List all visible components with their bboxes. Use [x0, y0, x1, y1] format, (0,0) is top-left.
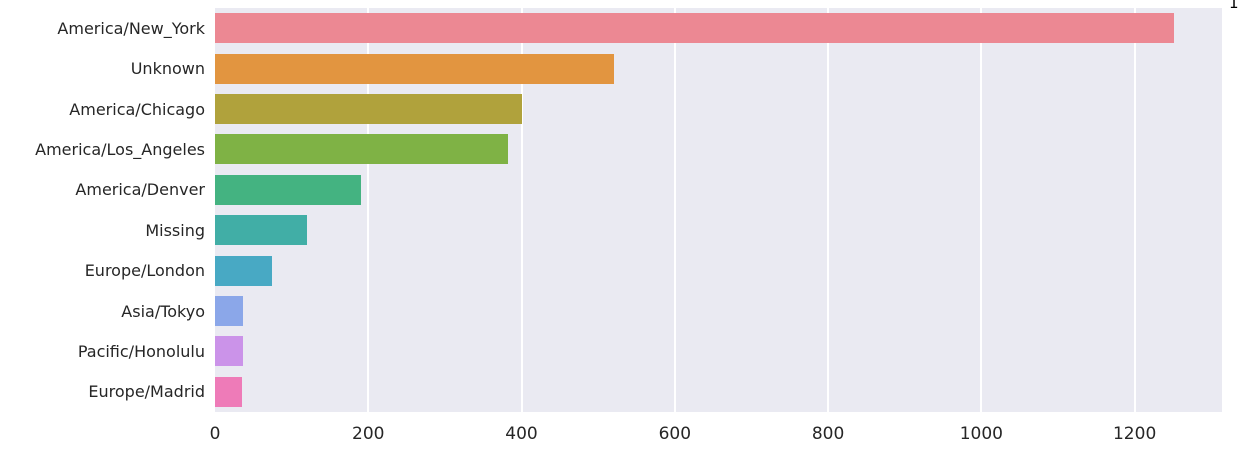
bar-row: [215, 331, 1222, 371]
gridline: [367, 8, 370, 412]
y-axis-label: Unknown: [130, 59, 205, 79]
bar-America/Chicago: [215, 94, 522, 125]
bar-row: [215, 8, 1222, 48]
y-axis-label: America/Denver: [75, 180, 205, 200]
y-label-row: Europe/Madrid: [0, 372, 215, 412]
bar-Missing: [215, 215, 307, 246]
y-label-row: America/Chicago: [0, 89, 215, 129]
x-axis-tick-label: 200: [352, 424, 385, 444]
x-axis-tick-label: 600: [658, 424, 692, 444]
y-label-row: Europe/London: [0, 250, 215, 290]
gridline: [673, 8, 676, 412]
y-axis-label: Europe/Madrid: [88, 382, 205, 402]
gridlines: [215, 8, 1222, 412]
y-axis-label: America/Los_Angeles: [35, 139, 205, 159]
x-axis-tick-label: 0: [209, 424, 221, 444]
y-label-row: America/Denver: [0, 170, 215, 210]
bar-row: [215, 170, 1222, 210]
plot-area: [215, 8, 1222, 412]
gridline: [1133, 8, 1136, 412]
x-axis-tick-label: 800: [811, 424, 845, 444]
bar-row: [215, 129, 1222, 169]
bar-row: [215, 372, 1222, 412]
bar-Unknown: [215, 53, 615, 84]
bar-America/Los_Angeles: [215, 134, 508, 165]
y-axis-label: Europe/London: [84, 261, 205, 281]
bar-row: [215, 291, 1222, 331]
bar-Europe/London: [215, 255, 272, 286]
bar-America/New_York: [215, 13, 1174, 44]
gridline: [520, 8, 523, 412]
y-label-row: Pacific/Honolulu: [0, 331, 215, 371]
y-label-row: America/New_York: [0, 8, 215, 48]
y-axis-label: America/New_York: [57, 18, 205, 38]
y-label-row: Missing: [0, 210, 215, 250]
y-axis-labels: America/New_York Unknown America/Chicago Am…: [0, 8, 215, 412]
y-axis-label: Missing: [145, 220, 205, 240]
y-axis-label: Asia/Tokyo: [121, 301, 205, 321]
x-axis-tick-label: 400: [505, 424, 538, 444]
bar-Pacific/Honolulu: [215, 336, 243, 367]
corner-artifact: 1: [1229, 0, 1239, 9]
x-axis-ticks: 0 200 400 600 800 1000 1200: [210, 424, 1222, 454]
bar-Europe/Madrid: [215, 376, 242, 407]
x-axis-tick-label: 1200: [1112, 424, 1157, 444]
gridline: [827, 8, 830, 412]
x-axis-tick-label: 1000: [959, 424, 1003, 444]
y-axis-label: Pacific/Honolulu: [77, 341, 205, 361]
y-axis-label: America/Chicago: [69, 99, 205, 119]
bar-row: [215, 48, 1222, 88]
y-label-row: America/Los_Angeles: [0, 129, 215, 169]
bar-row: [215, 210, 1222, 250]
bars: [215, 8, 1222, 412]
bar-row: [215, 250, 1222, 290]
bar-America/Denver: [215, 174, 362, 205]
bar-row: [215, 89, 1222, 129]
bar-Asia/Tokyo: [215, 296, 244, 327]
y-label-row: Unknown: [0, 48, 215, 88]
gridline: [980, 8, 983, 412]
y-label-row: Asia/Tokyo: [0, 291, 215, 331]
